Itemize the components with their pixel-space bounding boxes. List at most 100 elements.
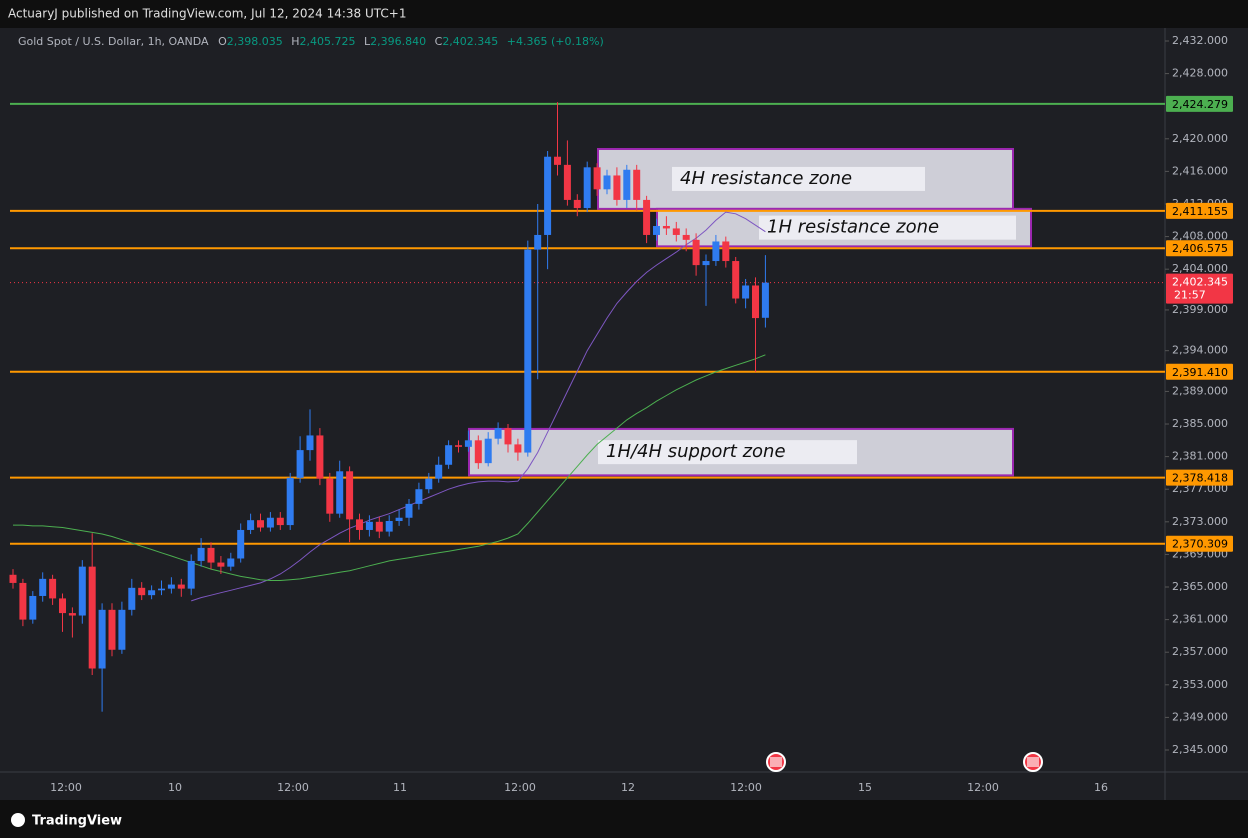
candle-body [217, 562, 225, 567]
candle-body [375, 521, 383, 532]
candle-body [603, 175, 611, 190]
y-tick-label: 2,345.000 [1172, 743, 1228, 756]
level-label-box [1166, 95, 1233, 112]
candle-body [722, 241, 730, 262]
candle-body [633, 169, 641, 200]
candle-body [583, 167, 591, 209]
candle-body [474, 440, 482, 464]
x-tick-label: 12:00 [50, 781, 82, 794]
candle-body [445, 445, 453, 465]
candle-body [336, 471, 344, 514]
candle-body [138, 587, 146, 596]
y-tick-label: 2,416.000 [1172, 164, 1228, 177]
candle-body [148, 590, 156, 596]
candle-body [108, 609, 116, 650]
y-tick-label: 2,399.000 [1172, 303, 1228, 316]
legend: Gold Spot / U.S. Dollar, 1h, OANDA O2,39… [18, 35, 604, 48]
candle-body [395, 517, 403, 521]
last-price-box [1166, 273, 1233, 304]
candle-body [326, 478, 334, 514]
candle-body [177, 584, 185, 589]
candle-body [9, 574, 17, 583]
countdown: 21:57 [1174, 289, 1206, 302]
event-icon[interactable] [1023, 752, 1043, 772]
y-tick-label: 2,389.000 [1172, 384, 1228, 397]
zone-label-box [672, 166, 925, 191]
candle-body [563, 164, 571, 200]
bottom-bar [0, 800, 1248, 838]
level-label: 2,391.410 [1172, 366, 1228, 379]
candle-body [365, 521, 373, 530]
candle-body [296, 450, 304, 478]
level-label-box [1166, 469, 1233, 486]
last-price-label: 2,402.345 [1172, 276, 1228, 289]
candle-body [425, 478, 433, 490]
zone-label: 4H resistance zone [680, 168, 852, 189]
candle-body [682, 234, 690, 240]
logo [11, 813, 25, 827]
y-tick-label: 2,428.000 [1172, 67, 1228, 80]
event-icon[interactable] [766, 752, 786, 772]
x-tick-label: 11 [393, 781, 407, 794]
zone-label-box [598, 440, 857, 465]
candle-body [672, 228, 680, 235]
x-tick-label: 12 [621, 781, 635, 794]
candle-body [49, 578, 57, 599]
candle-body [415, 489, 423, 504]
candle-body [623, 169, 631, 200]
candle-body [59, 598, 66, 614]
candle-body [573, 199, 581, 209]
candle-body [435, 464, 443, 479]
candle-body [653, 225, 660, 235]
candle-body [752, 285, 759, 319]
candle-body [237, 529, 245, 559]
candle-body [286, 477, 294, 526]
candle-body [197, 547, 205, 561]
y-tick-label: 2,357.000 [1172, 645, 1228, 658]
candle-body [306, 435, 314, 451]
candle-body [118, 609, 126, 650]
level-label-box [1166, 202, 1233, 219]
candle-body [187, 560, 195, 589]
candle-body [761, 282, 769, 318]
y-tick-label: 2,408.000 [1172, 230, 1228, 243]
candle-body [484, 438, 492, 464]
candle-body [266, 517, 274, 528]
y-tick-label: 2,349.000 [1172, 710, 1228, 723]
level-label: 2,370.309 [1172, 538, 1228, 551]
candle-body [544, 156, 552, 235]
candle-body [514, 444, 522, 453]
candle-body [227, 558, 235, 567]
x-tick-label: 16 [1094, 781, 1108, 794]
level-label-box [1166, 363, 1233, 380]
candle-body [356, 519, 363, 530]
x-tick-label: 12:00 [730, 781, 762, 794]
candle-body [405, 503, 413, 518]
moving-average [13, 354, 766, 581]
candle-body [29, 595, 37, 620]
x-tick-label: 10 [168, 781, 182, 794]
y-tick-label: 2,420.000 [1172, 132, 1228, 145]
candle-body [494, 428, 502, 439]
candle-body [593, 167, 601, 190]
x-tick-label: 12:00 [967, 781, 999, 794]
brand: TradingView [32, 814, 122, 829]
candle-body [276, 517, 284, 526]
y-tick-label: 2,394.000 [1172, 344, 1228, 357]
level-label: 2,406.575 [1172, 242, 1228, 255]
level-label: 2,424.279 [1172, 98, 1228, 111]
candle-body [385, 520, 393, 532]
candle-body [702, 261, 710, 266]
candle-body [88, 566, 96, 669]
candle-body [712, 241, 720, 262]
level-label-box [1166, 240, 1233, 257]
candle-body [692, 239, 700, 266]
candle-body [207, 547, 215, 563]
candle-body [247, 520, 255, 530]
candle-body [167, 584, 175, 589]
candle-body [78, 566, 86, 616]
candle-body [464, 440, 472, 447]
x-tick-label: 12:00 [504, 781, 536, 794]
candle-body [158, 588, 165, 591]
